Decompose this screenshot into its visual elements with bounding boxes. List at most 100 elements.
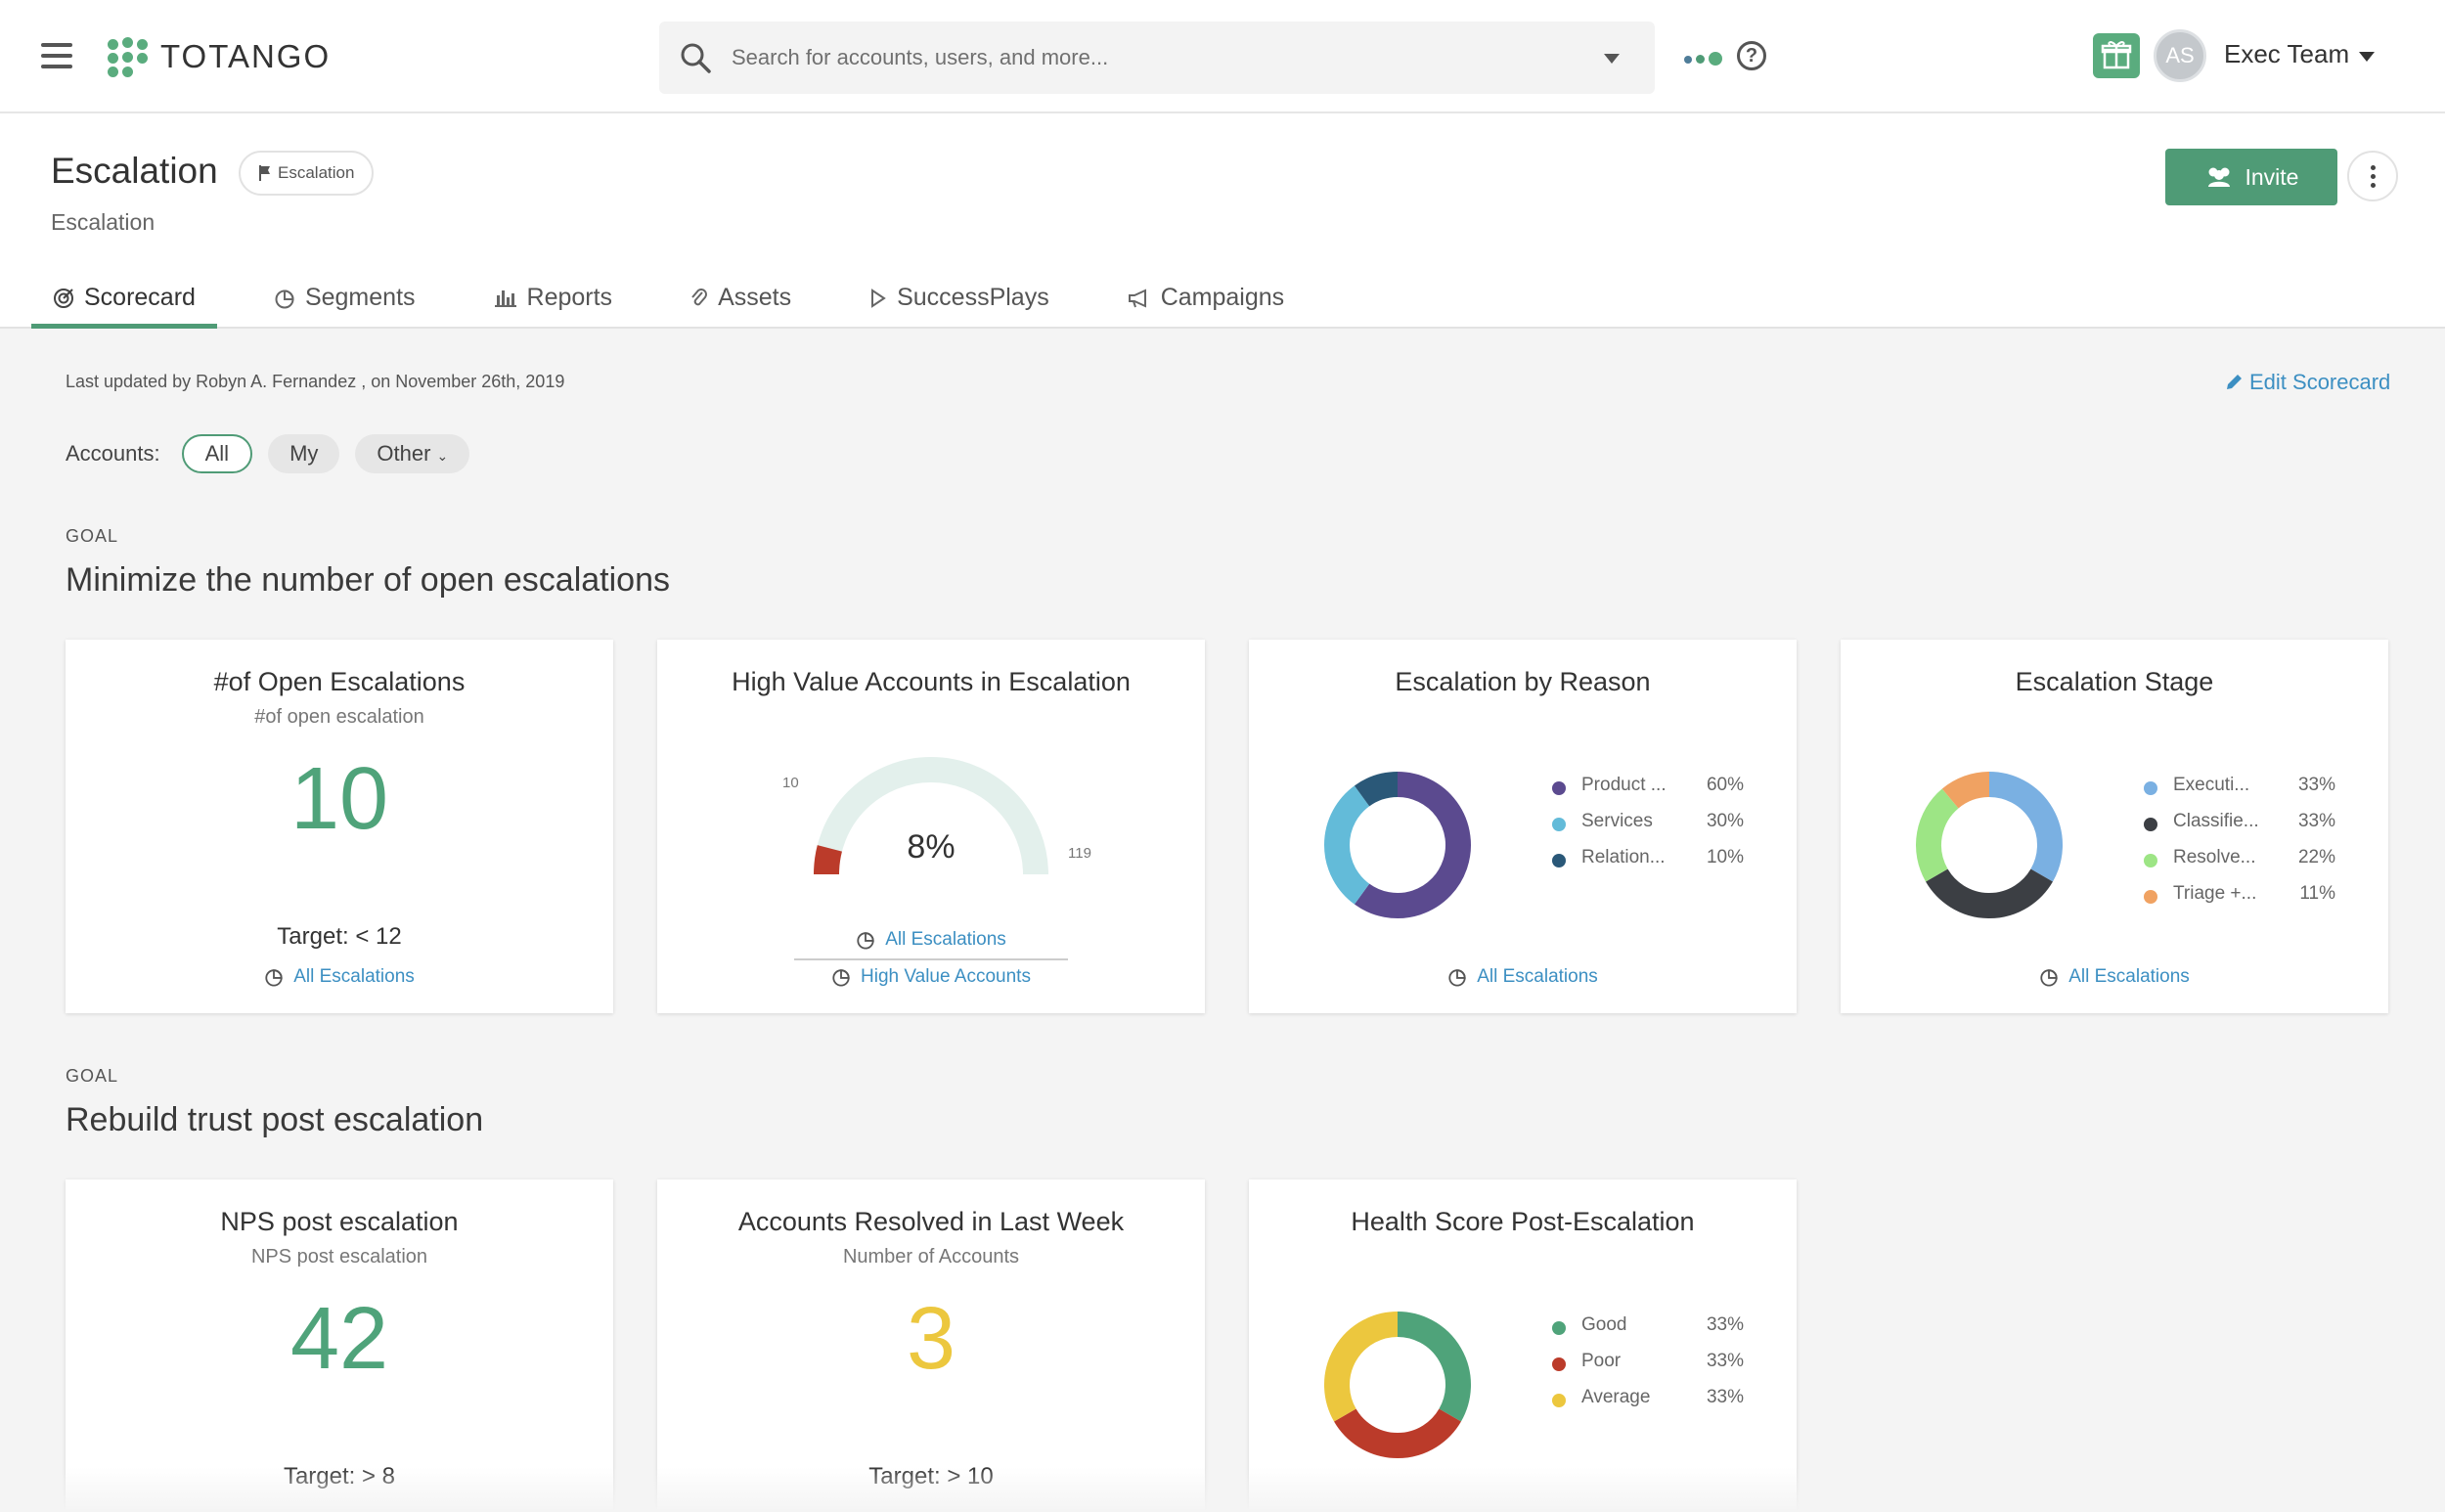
goal-tag: GOAL (66, 526, 119, 546)
filter-my[interactable]: My (268, 434, 340, 473)
pie-icon (832, 969, 850, 987)
legend-item: Product ... 60% (1552, 775, 1777, 811)
search-input[interactable] (732, 39, 1573, 76)
donut-slice[interactable] (1397, 1312, 1471, 1422)
metric-card-accounts-resolved[interactable]: Accounts Resolved in Last Week Number of… (657, 1179, 1205, 1512)
tab-label: Reports (526, 284, 613, 311)
donut-slice[interactable] (1988, 772, 2063, 882)
chart-legend: Good 33% Poor 33% Average 33% (1552, 1314, 1777, 1423)
legend-value: 11% (2299, 883, 2335, 904)
legend-dot (2144, 890, 2157, 904)
legend-dot (2144, 781, 2157, 795)
tab-label: SuccessPlays (897, 284, 1049, 311)
filter-other-label: Other (377, 441, 431, 466)
pie-icon (1448, 969, 1466, 987)
invite-button[interactable]: Invite (2165, 149, 2337, 205)
search-icon (681, 43, 711, 73)
tab-assets[interactable]: Assets (669, 274, 813, 329)
donut-slice[interactable] (1926, 868, 2053, 918)
legend-label: Services (1581, 811, 1653, 831)
legend-item: Classifie... 33% (2144, 811, 2369, 847)
legend-value: 33% (1706, 1314, 1744, 1335)
goal-tag: GOAL (66, 1066, 119, 1086)
logo-icon (106, 35, 149, 78)
menu-icon[interactable] (41, 43, 72, 68)
goal-title: Minimize the number of open escalations (66, 561, 670, 599)
edit-scorecard-link[interactable]: Edit Scorecard (2224, 370, 2390, 395)
legend-dot (1552, 1394, 1566, 1407)
gift-icon[interactable] (2093, 33, 2140, 78)
pie-icon (2040, 969, 2058, 987)
legend-value: 10% (1706, 847, 1744, 867)
legend-item: Executi... 33% (2144, 775, 2369, 811)
segment-link-label: All Escalations (1477, 966, 1598, 987)
metric-card-open-escalations[interactable]: #of Open Escalations #of open escalation… (66, 640, 613, 1013)
search-scope-dropdown-icon[interactable] (1604, 54, 1620, 64)
legend-label: Poor (1581, 1351, 1622, 1371)
segment-link[interactable]: High Value Accounts (657, 966, 1205, 988)
logo-text: TOTANGO (160, 38, 332, 74)
legend-label: Relation... (1581, 847, 1666, 867)
chevron-down-icon[interactable] (2359, 52, 2375, 62)
card-title: Accounts Resolved in Last Week (737, 1207, 1125, 1236)
tab-reports[interactable]: Reports (472, 274, 635, 329)
tab-label: Scorecard (84, 284, 196, 311)
badge-label: Escalation (278, 163, 355, 182)
segment-link[interactable]: All Escalations (1841, 966, 2388, 988)
segment-link-label: High Value Accounts (861, 966, 1031, 987)
metric-card-high-value[interactable]: High Value Accounts in Escalation 8% 10 … (657, 640, 1205, 1013)
tab-label: Assets (718, 284, 792, 311)
logo[interactable]: TOTANGO (106, 35, 331, 78)
legend-value: 30% (1706, 811, 1744, 831)
donut-slice[interactable] (1354, 772, 1471, 918)
metric-card-nps[interactable]: NPS post escalation NPS post escalation … (66, 1179, 613, 1512)
help-icon[interactable]: ? (1737, 41, 1766, 70)
legend-dot (1552, 1321, 1566, 1335)
segment-link[interactable]: All Escalations (657, 929, 1205, 951)
metric-card-escalation-by-reason[interactable]: Escalation by Reason Product ... 60% Servi… (1249, 640, 1797, 1013)
tab-scorecard[interactable]: Scorecard (31, 274, 217, 329)
target-icon (54, 289, 73, 308)
tab-segments[interactable]: Segments (252, 274, 437, 329)
legend-label: Product ... (1581, 775, 1667, 795)
legend-label: Triage +... (2173, 883, 2257, 904)
legend-label: Executi... (2173, 775, 2250, 795)
gauge-min: 10 (782, 775, 799, 791)
user-menu[interactable]: Exec Team (2224, 39, 2350, 68)
donut-slice[interactable] (1324, 1312, 1399, 1422)
donut-slice[interactable] (1334, 1408, 1461, 1458)
filter-all[interactable]: All (181, 434, 253, 473)
activity-dots-icon[interactable] (1684, 51, 1723, 67)
metric-card-escalation-stage[interactable]: Escalation Stage Executi... 33% Classifie.… (1841, 640, 2388, 1013)
global-search[interactable] (659, 22, 1655, 94)
play-icon (871, 289, 886, 308)
segment-link[interactable]: All Escalations (1249, 966, 1797, 988)
card-title: NPS post escalation (220, 1207, 459, 1236)
target-text: Target: > 10 (868, 1463, 994, 1490)
avatar[interactable]: AS (2154, 29, 2206, 82)
card-subtitle: Number of Accounts (842, 1246, 1020, 1267)
legend-item: Good 33% (1552, 1314, 1777, 1351)
donut-slice[interactable] (1916, 788, 1959, 882)
metric-card-health-score[interactable]: Health Score Post-Escalation Good 33% Poor… (1249, 1179, 1797, 1512)
segment-link-label: All Escalations (293, 966, 415, 987)
donut-chart (1324, 772, 1471, 918)
flag-icon (259, 165, 270, 181)
donut-slice[interactable] (1941, 772, 1990, 809)
top-navigation-bar: TOTANGO ? AS Exec Team (0, 0, 2445, 113)
segment-link[interactable]: All Escalations (66, 966, 613, 988)
tab-successplays[interactable]: SuccessPlays (848, 274, 1071, 329)
legend-item: Resolve... 22% (2144, 847, 2369, 883)
filter-other[interactable]: Other ⌄ (355, 434, 470, 473)
donut-slice[interactable] (1354, 772, 1399, 807)
edit-scorecard-label: Edit Scorecard (2249, 370, 2391, 394)
pie-icon (275, 289, 294, 309)
divider (794, 958, 1068, 960)
tab-campaigns[interactable]: Campaigns (1106, 274, 1306, 329)
accounts-label: Accounts: (66, 441, 160, 466)
card-subtitle: #of open escalation (254, 706, 424, 728)
tab-label: Segments (304, 284, 416, 311)
donut-slice[interactable] (1324, 785, 1370, 905)
more-options-icon[interactable] (2347, 151, 2398, 201)
target-text: Target: > 8 (283, 1463, 396, 1490)
